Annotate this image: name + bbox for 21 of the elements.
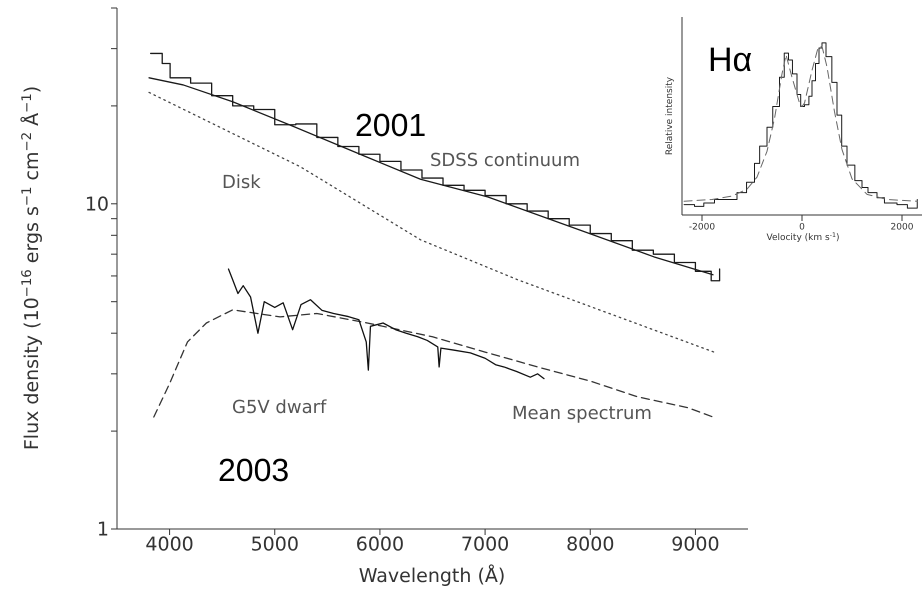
y-tick-label: 1 bbox=[96, 518, 109, 541]
x-tick-label: 4000 bbox=[145, 533, 194, 556]
y-axis-title: Relative intensity bbox=[665, 76, 675, 156]
annotation: 2003 bbox=[218, 452, 290, 488]
x-tick-label: 8000 bbox=[566, 533, 614, 556]
x-tick-label: -2000 bbox=[688, 222, 716, 232]
x-tick-label: 7000 bbox=[460, 533, 510, 556]
x-tick-label: 2000 bbox=[890, 222, 914, 232]
x-tick-label: 6000 bbox=[356, 533, 404, 556]
x-axis-title: Wavelength (Å) bbox=[358, 564, 506, 587]
annotation: Mean spectrum bbox=[512, 402, 652, 424]
annotation: Disk bbox=[222, 172, 262, 192]
annotation: 2001 bbox=[355, 107, 426, 143]
x-axis-title: Velocity (km s$^{-1}$) bbox=[766, 232, 840, 243]
x-tick-label: 5000 bbox=[250, 533, 299, 556]
x-tick-label: 0 bbox=[799, 222, 806, 232]
y-tick-label: 10 bbox=[84, 194, 109, 216]
annotation: Hα bbox=[708, 41, 752, 79]
x-tick-label: 9000 bbox=[671, 533, 720, 556]
annotation: SDSS continuum bbox=[430, 150, 580, 170]
annotation: G5V dwarf bbox=[232, 396, 328, 418]
